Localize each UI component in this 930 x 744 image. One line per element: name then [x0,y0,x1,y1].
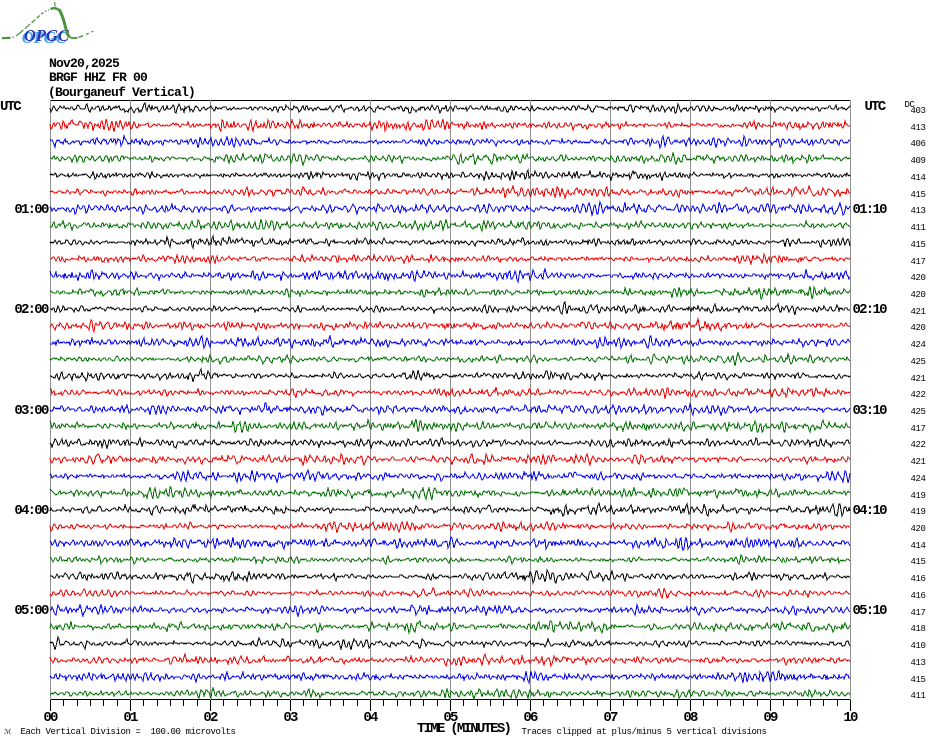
svg-text:OPGC: OPGC [24,26,70,45]
svg-text:OPGC: OPGC [22,28,68,47]
